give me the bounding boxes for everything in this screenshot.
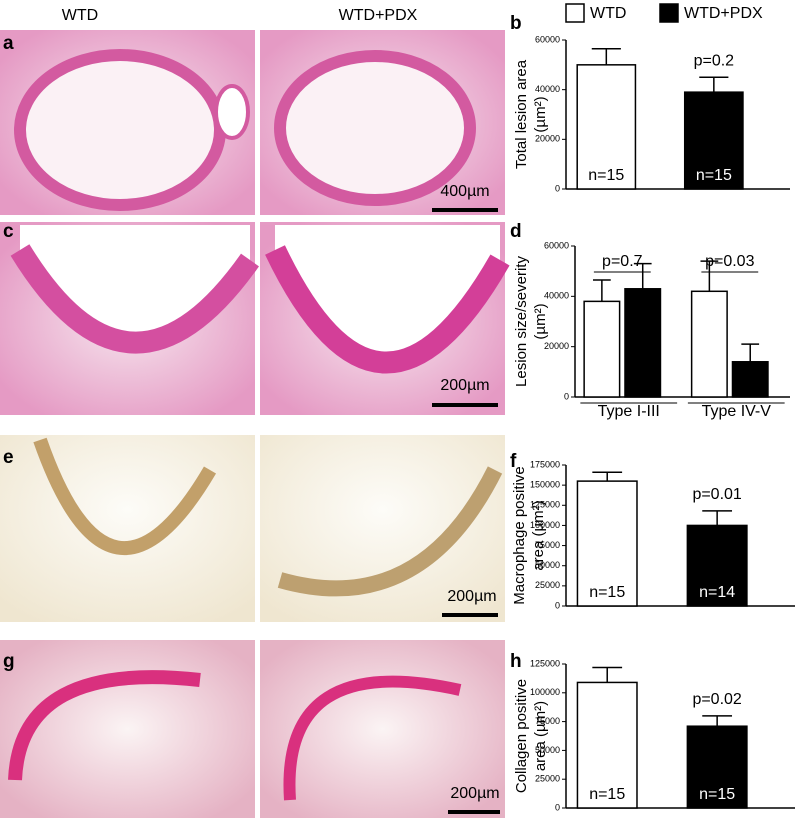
panel-letter: f	[510, 451, 517, 472]
y-tick-label: 40000	[535, 84, 560, 94]
bar	[690, 290, 728, 398]
panel-letter: a	[3, 33, 14, 54]
bar	[624, 288, 662, 398]
error-bar	[702, 510, 733, 526]
y-axis-label: Lesion size/severity	[513, 256, 530, 387]
column-label: WTD+PDX	[339, 7, 418, 24]
y-tick-label: 125000	[530, 500, 560, 510]
y-tick-label: 100000	[530, 687, 560, 697]
p-value: p=0.01	[692, 486, 741, 503]
legend-swatch	[565, 3, 585, 23]
n-label: n=15	[588, 167, 624, 184]
y-tick-label: 25000	[535, 580, 560, 590]
panel-letter: g	[3, 651, 15, 672]
y-tick-label: 0	[555, 600, 560, 610]
y-tick-label: 25000	[535, 774, 560, 784]
error-bar	[700, 260, 719, 292]
y-tick-label: 0	[555, 183, 560, 193]
y-tick-label: 40000	[544, 291, 569, 301]
y-axis-label: (µm²)	[532, 303, 549, 339]
y-tick-label: 75000	[535, 540, 560, 550]
bar	[731, 361, 769, 398]
x-tick-label: Type I-III	[598, 403, 660, 420]
p-value: p=0.03	[705, 253, 754, 270]
legend-swatch	[659, 3, 679, 23]
error-bar	[592, 666, 623, 683]
panel-letter: e	[3, 447, 14, 468]
y-axis-label: area (µm²)	[530, 500, 547, 570]
panel-letter: h	[510, 651, 522, 672]
n-label: n=15	[696, 167, 732, 184]
scale-bar-label: 200µm	[450, 785, 499, 802]
error-bar	[591, 47, 621, 65]
y-tick-label: 0	[555, 802, 560, 812]
y-axis-label: Macrophage positive	[511, 466, 528, 604]
y-tick-label: 75000	[535, 716, 560, 726]
panel-letter: d	[510, 221, 522, 242]
legend-label: WTD	[590, 5, 626, 22]
n-label: n=14	[699, 584, 735, 601]
error-bar	[702, 715, 733, 727]
panel-letter: b	[510, 13, 522, 34]
panel-letter: c	[3, 221, 14, 242]
bar	[686, 725, 748, 809]
error-bar	[592, 471, 623, 482]
scale-bar-label: 200µm	[447, 588, 496, 605]
y-tick-label: 50000	[535, 745, 560, 755]
x-tick-label: Type IV-V	[702, 403, 772, 420]
n-label: n=15	[589, 584, 625, 601]
y-tick-label: 60000	[535, 34, 560, 44]
p-value: p=0.7	[602, 253, 643, 270]
y-tick-label: 20000	[535, 134, 560, 144]
bar	[576, 64, 637, 190]
y-axis-label: Collagen positive	[513, 679, 530, 793]
column-label: WTD	[62, 7, 98, 24]
n-label: n=15	[699, 786, 735, 803]
y-axis-label: area (µm²)	[532, 701, 549, 771]
y-tick-label: 60000	[544, 240, 569, 250]
error-bar	[699, 76, 729, 93]
p-value: p=0.02	[692, 691, 741, 708]
bar	[583, 300, 621, 398]
y-tick-label: 125000	[530, 658, 560, 668]
legend-label: WTD+PDX	[684, 5, 763, 22]
y-axis-label: (µm²)	[532, 96, 549, 132]
p-value: p=0.2	[694, 52, 735, 69]
error-bar	[633, 262, 652, 289]
bar	[686, 524, 748, 607]
y-tick-label: 50000	[535, 560, 560, 570]
y-tick-label: 0	[564, 391, 569, 401]
y-tick-label: 20000	[544, 341, 569, 351]
scale-bar-label: 200µm	[440, 377, 489, 394]
y-tick-label: 100000	[530, 520, 560, 530]
histology	[0, 30, 510, 818]
y-axis-label: Total lesion area	[513, 59, 530, 169]
scale-bar-label: 400µm	[440, 183, 489, 200]
n-label: n=15	[589, 786, 625, 803]
y-tick-label: 150000	[530, 480, 560, 490]
bar	[576, 480, 638, 607]
error-bar	[593, 279, 611, 302]
error-bar	[741, 343, 760, 362]
y-tick-label: 175000	[530, 459, 560, 469]
